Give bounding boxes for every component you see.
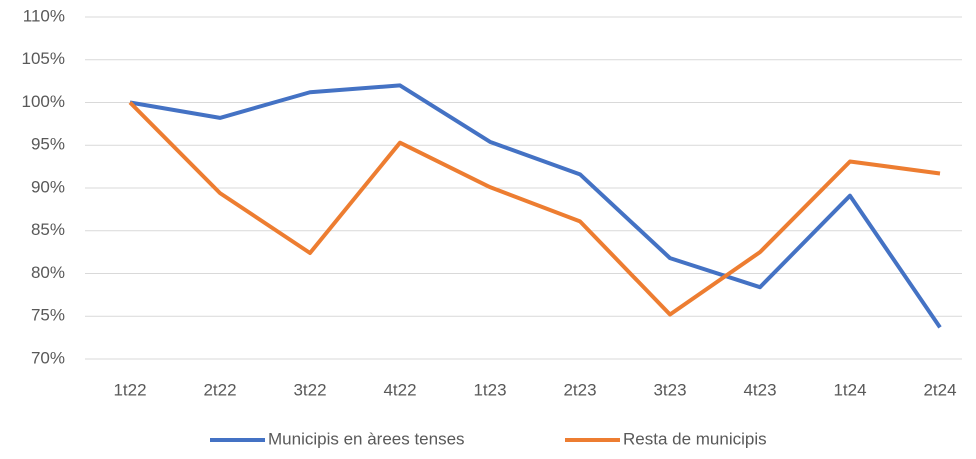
y-tick-label: 105% — [22, 49, 65, 68]
series-line — [128, 101, 941, 317]
series-line — [129, 83, 942, 329]
legend-label: Municipis en àrees tenses — [268, 429, 465, 448]
x-tick-label: 2t24 — [923, 380, 956, 399]
y-tick-label: 95% — [31, 135, 65, 154]
x-tick-label: 4t23 — [743, 380, 776, 399]
x-tick-label: 4t22 — [383, 380, 416, 399]
x-tick-label: 2t23 — [563, 380, 596, 399]
x-tick-label: 1t24 — [833, 380, 866, 399]
x-tick-label: 3t22 — [293, 380, 326, 399]
x-tick-label: 3t23 — [653, 380, 686, 399]
legend-label: Resta de municipis — [623, 429, 767, 448]
y-tick-label: 90% — [31, 177, 65, 196]
y-tick-label: 110% — [23, 6, 65, 25]
y-tick-label: 75% — [31, 306, 65, 325]
y-tick-label: 100% — [22, 92, 65, 111]
x-tick-label: 1t23 — [473, 380, 506, 399]
y-tick-label: 80% — [31, 263, 65, 282]
y-tick-label: 70% — [31, 348, 65, 367]
x-tick-label: 1t22 — [113, 380, 146, 399]
y-tick-label: 85% — [31, 220, 65, 239]
x-tick-label: 2t22 — [203, 380, 236, 399]
